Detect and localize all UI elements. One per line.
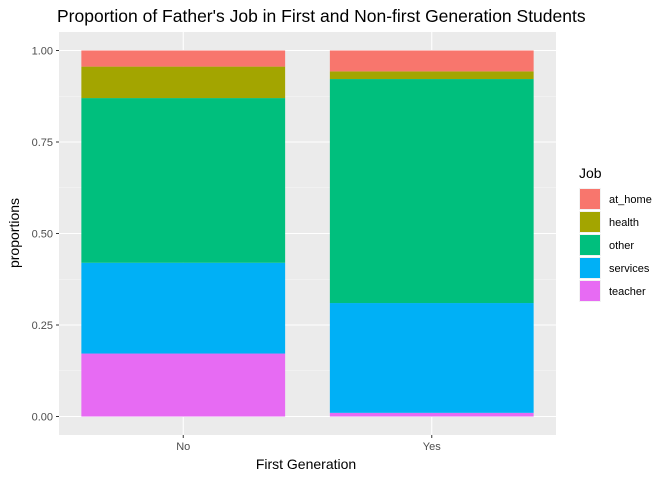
x-tick-label-no: No (176, 441, 190, 453)
bar-segment-health-yes (329, 71, 534, 80)
legend-swatch-other (580, 235, 600, 255)
y-tick-label: 0.25 (32, 320, 53, 332)
y-axis-title: proportions (6, 198, 22, 268)
x-tick-label-yes: Yes (423, 441, 441, 453)
chart-title: Proportion of Father's Job in First and … (57, 6, 586, 26)
legend-label-at_home: at_home (609, 194, 652, 206)
legend-label-teacher: teacher (609, 286, 646, 298)
bar-segment-services-yes (329, 303, 534, 413)
y-axis: 0.00 0.25 0.50 0.75 1.00 (32, 46, 59, 424)
legend-swatch-at_home (580, 189, 600, 209)
bar-segment-other-no (81, 98, 286, 263)
bar-segment-at_home-yes (329, 50, 534, 72)
legend-title: Job (579, 165, 602, 181)
x-axis: No Yes (176, 435, 441, 453)
bar-segment-health-no (81, 66, 286, 99)
bar-segment-teacher-no (81, 353, 286, 417)
legend-label-health: health (609, 217, 639, 229)
bar-segment-services-no (81, 262, 286, 354)
bar-segment-teacher-yes (329, 412, 534, 417)
bar-segment-other-yes (329, 79, 534, 304)
y-tick-label: 0.00 (32, 412, 53, 424)
legend-label-other: other (609, 240, 634, 252)
legend-swatch-health (580, 212, 600, 232)
legend-swatch-services (580, 258, 600, 278)
bar-segment-at_home-no (81, 50, 286, 67)
bars (81, 50, 534, 417)
legend-swatch-teacher (580, 281, 600, 301)
legend-label-services: services (609, 263, 650, 275)
x-axis-title: First Generation (256, 456, 356, 472)
y-tick-label: 1.00 (32, 46, 53, 58)
y-tick-label: 0.75 (32, 137, 53, 149)
y-tick-label: 0.50 (32, 229, 53, 241)
